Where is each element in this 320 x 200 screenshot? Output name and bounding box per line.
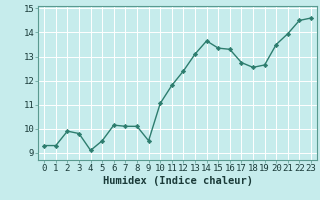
X-axis label: Humidex (Indice chaleur): Humidex (Indice chaleur) — [103, 176, 252, 186]
